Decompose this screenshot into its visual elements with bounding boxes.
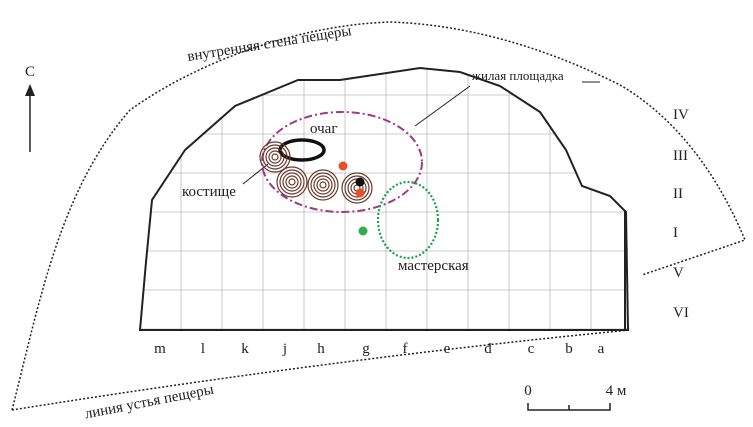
row-label: V — [673, 265, 684, 281]
column-label: m — [154, 341, 166, 357]
bone-pile-label: костище — [182, 184, 236, 200]
find-green — [358, 226, 368, 236]
entrance-line — [11, 329, 631, 411]
find-red — [355, 188, 365, 198]
column-label: c — [528, 341, 535, 357]
column-label: a — [598, 341, 605, 357]
column-label: k — [241, 341, 249, 357]
workshop-label: мастерская — [398, 258, 469, 274]
spiral-ring — [307, 169, 339, 201]
bone-piles — [259, 141, 373, 204]
spiral-ring — [319, 181, 327, 189]
scale-end: 4 м — [606, 383, 627, 399]
inner-wall-line — [11, 21, 747, 411]
spiral-ring — [265, 147, 285, 167]
row-label: VI — [673, 305, 689, 321]
column-label: l — [201, 341, 205, 357]
row-label: III — [673, 148, 688, 164]
spiral-ring — [285, 175, 299, 189]
spiral-ring — [268, 150, 282, 164]
scale-start: 0 — [524, 383, 532, 399]
column-label: e — [444, 341, 451, 357]
north-arrowhead — [25, 84, 35, 96]
cave-floor — [138, 66, 630, 331]
find-red — [338, 161, 348, 171]
living-area-outline — [261, 111, 423, 213]
column-label: b — [565, 341, 573, 357]
spiral-ring — [341, 172, 373, 204]
row-label: II — [673, 186, 683, 202]
spiral-ring — [279, 169, 305, 195]
scale-bar — [527, 403, 611, 411]
hearth-label: очаг — [310, 121, 337, 137]
inner-wall-label: внутренняя стена пещеры — [186, 23, 352, 65]
workshop-outline — [376, 180, 440, 260]
column-label: d — [484, 341, 492, 357]
spiral-ring — [259, 141, 291, 173]
column-label: h — [317, 341, 325, 357]
spiral-ring — [313, 175, 333, 195]
find-black — [355, 177, 365, 187]
row-label: I — [673, 225, 678, 241]
column-label: g — [362, 341, 370, 357]
spiral-ring — [271, 153, 279, 161]
spiral-ring — [262, 144, 288, 170]
entrance-label: линия устья пещеры — [83, 382, 215, 423]
column-label: j — [282, 341, 287, 357]
north-label: С — [25, 64, 35, 80]
spiral-ring — [288, 178, 296, 186]
spiral-ring — [316, 178, 330, 192]
living-area-label: жилая площадка — [471, 68, 564, 83]
spiral-ring — [344, 175, 370, 201]
spiral-ring — [276, 166, 308, 198]
spiral-ring — [282, 172, 302, 192]
row-label: IV — [673, 107, 689, 123]
spiral-ring — [310, 172, 336, 198]
column-label: f — [403, 341, 408, 357]
leader — [414, 85, 471, 127]
